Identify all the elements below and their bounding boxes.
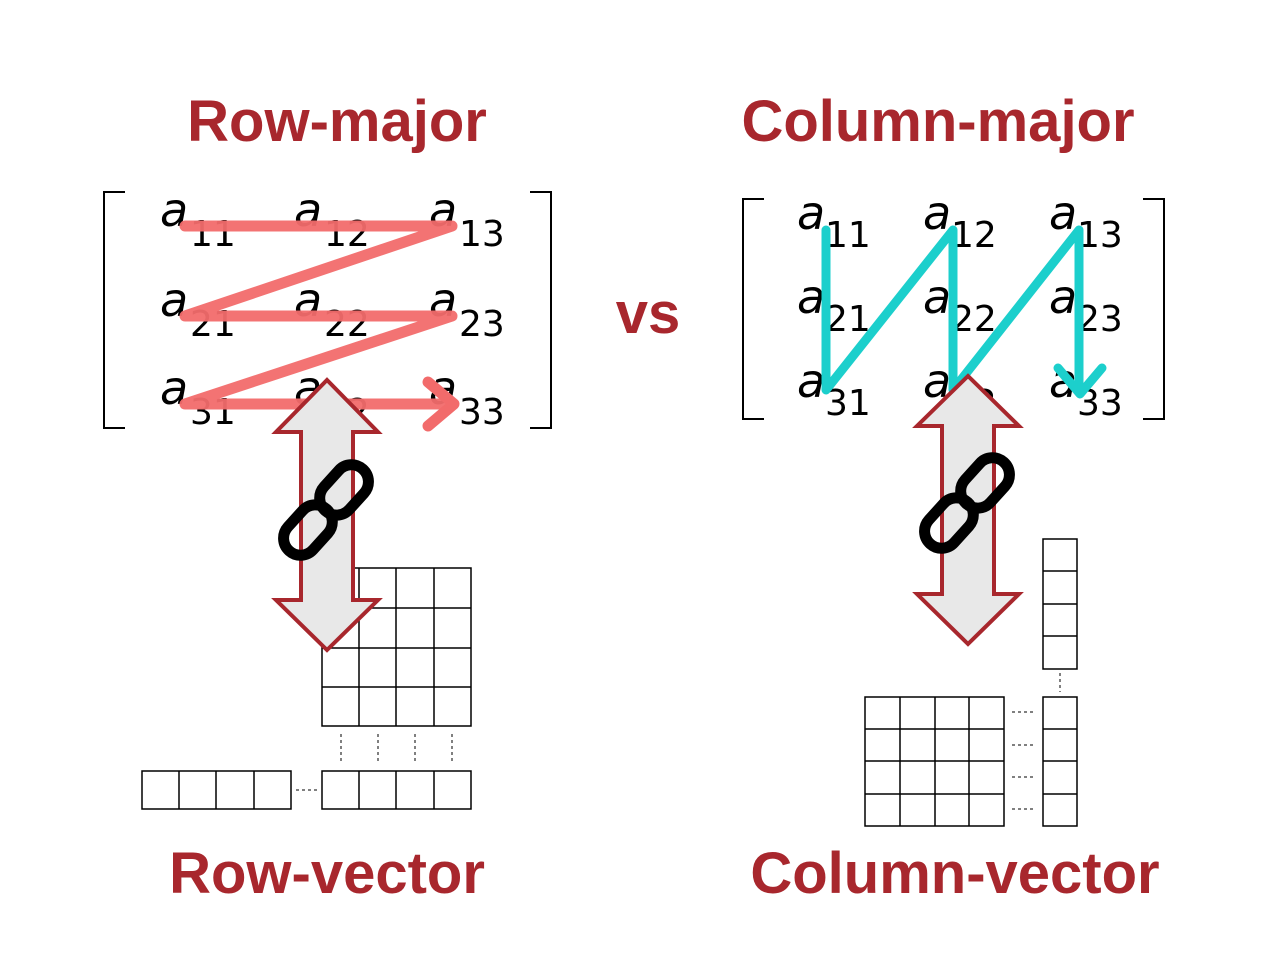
column-major-memory-grid [864, 696, 1005, 827]
left-bracket [742, 198, 764, 420]
column-major-traversal-path [821, 225, 1107, 399]
path-arrowhead [422, 376, 460, 432]
matrix-element-base: a [797, 270, 825, 324]
matrix-element-a31: a 31 [797, 354, 871, 424]
row-major-traversal-path [179, 220, 460, 432]
row-vector-label: Row-vector [169, 841, 485, 906]
right-bracket [1143, 198, 1165, 420]
row-major-dashes [296, 734, 453, 791]
matrix-element-base: a [797, 354, 825, 408]
matrix-element-subscript: 23 [1077, 299, 1123, 340]
matrix-element-base: a [1049, 270, 1077, 324]
matrix-element-subscript: 33 [459, 392, 505, 433]
column-major-title: Column-major [741, 89, 1135, 154]
matrix-element-a12: a 12 [294, 183, 370, 255]
matrix-element-a11: a 11 [160, 183, 236, 255]
matrix-element-subscript: 12 [951, 215, 997, 256]
matrix-element-subscript: 11 [190, 214, 236, 255]
matrix-element-a22: a 22 [923, 270, 997, 340]
matrix-element-a22: a 22 [294, 273, 370, 345]
matrix-element-a23: a 23 [429, 273, 505, 345]
matrix-element-a13: a 13 [429, 183, 505, 255]
matrix-element-subscript: 13 [1077, 215, 1123, 256]
column-major-vector-right [1042, 696, 1078, 827]
matrix-element-a12: a 12 [923, 186, 997, 256]
right-bracket [530, 191, 552, 429]
matrix-element-subscript: 13 [459, 214, 505, 255]
column-vector-label: Column-vector [750, 841, 1160, 906]
path-arrowhead [1053, 363, 1107, 399]
matrix-element-subscript: 21 [825, 299, 871, 340]
vs-label: vs [615, 281, 681, 346]
row-vector-cells [141, 770, 292, 810]
matrix-element-subscript: 12 [324, 214, 370, 255]
matrix-element-base: a [797, 186, 825, 240]
matrix-element-subscript: 22 [324, 304, 370, 345]
row-major-vector-right [321, 770, 472, 810]
row-major-title: Row-major [187, 89, 487, 154]
matrix-element-base: a [923, 270, 951, 324]
matrix-element-a23: a 23 [1049, 270, 1123, 340]
matrix-element-a13: a 13 [1049, 186, 1123, 256]
matrix-element-a21: a 21 [797, 270, 871, 340]
matrix-element-subscript: 22 [951, 299, 997, 340]
matrix-element-subscript: 23 [459, 304, 505, 345]
matrix-element-a11: a 11 [797, 186, 871, 256]
column-major-dashes [1012, 673, 1061, 810]
matrix-element-subscript: 31 [825, 383, 871, 424]
left-bracket [103, 191, 125, 429]
column-vector-cells [1042, 538, 1078, 670]
matrix-element-subscript: 11 [825, 215, 871, 256]
